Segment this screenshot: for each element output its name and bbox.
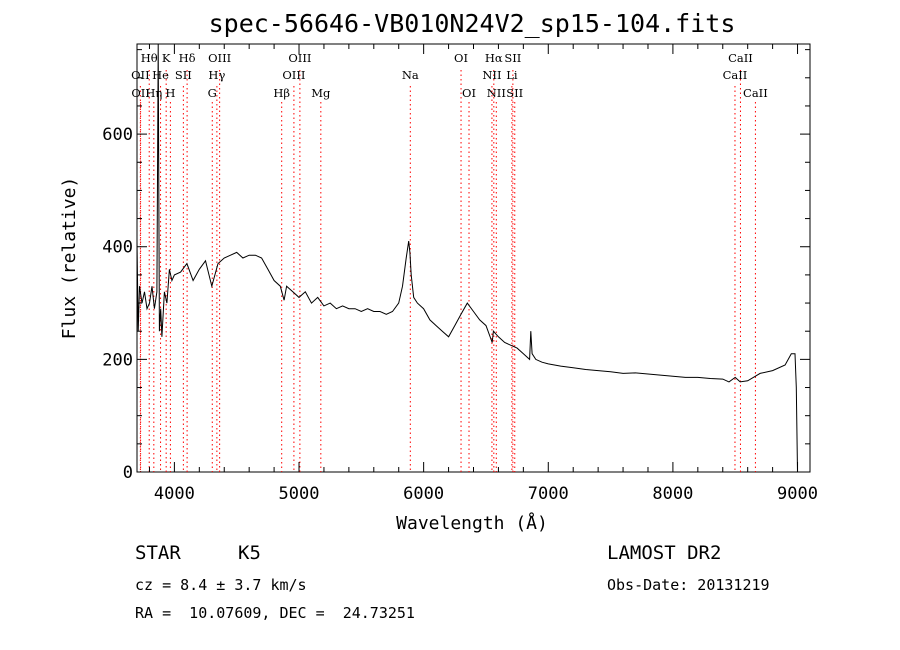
y-axis-label: Flux (relative) [59, 177, 80, 340]
spectral-line-label: Na [402, 68, 419, 82]
x-tick-label: 5000 [279, 484, 320, 504]
object-subclass: K5 [238, 542, 261, 564]
spectral-line-label: K [162, 51, 171, 65]
observation-date: Obs-Date: 20131219 [607, 576, 770, 594]
spectral-line-label: NII [487, 86, 506, 100]
axis-ticks: 4000 5000 6000 7000 8000 9000 0 200 400 600 [102, 44, 818, 504]
spectral-line-label: CaII [743, 86, 768, 100]
x-tick-label: 9000 [777, 484, 818, 504]
x-axis-label: Wavelength (Å) [396, 512, 548, 534]
plot-frame [136, 43, 811, 473]
spectral-line-label: Hα [485, 51, 503, 65]
spectral-line-label: Hβ [273, 86, 290, 100]
spectral-line-label: G [208, 86, 217, 100]
spectral-line-label: NII [482, 68, 501, 82]
spectral-line-label: Mg [311, 86, 331, 100]
x-tick-label: 4000 [154, 484, 195, 504]
object-class: STAR [135, 542, 181, 564]
spectral-line-label: SII [506, 86, 523, 100]
coordinates: RA = 10.07609, DEC = 24.73251 [135, 604, 415, 622]
spectral-line-label: OI [454, 51, 468, 65]
x-tick-label: 6000 [403, 484, 444, 504]
spectral-line-label: Hη [145, 86, 162, 100]
y-tick-label: 0 [123, 463, 133, 483]
spectral-line-label: OIII [288, 51, 311, 65]
y-tick-label: 600 [102, 125, 133, 145]
spectral-line-label: He [152, 68, 169, 82]
redshift-velocity: cz = 8.4 ± 3.7 km/s [135, 576, 307, 594]
line-marker-group [139, 70, 756, 472]
y-tick-label: 400 [102, 238, 133, 258]
spectral-line-label: SII [175, 68, 192, 82]
y-tick-label: 200 [102, 350, 133, 370]
spectral-line-label: Li [506, 68, 518, 82]
spectral-line-label: OIII [208, 51, 231, 65]
x-tick-label: 8000 [652, 484, 693, 504]
spectral-line-label: Hθ [141, 51, 158, 65]
spectral-line-label: Hδ [179, 51, 196, 65]
spectral-line-label: H [165, 86, 175, 100]
spectral-line-label: CaII [728, 51, 753, 65]
spectrum-line [136, 43, 798, 473]
spectral-line-label: OIII [282, 68, 305, 82]
x-tick-label: 7000 [528, 484, 569, 504]
spectral-line-label: CaII [723, 68, 748, 82]
spectral-line-label: Hγ [208, 68, 225, 82]
survey-name: LAMOST DR2 [607, 542, 722, 564]
spectral-line-label: OII [131, 68, 150, 82]
spectral-line-label: SII [504, 51, 521, 65]
spectral-line-label: OI [462, 86, 476, 100]
chart-title: spec-56646-VB010N24V2_sp15-104.fits [209, 9, 736, 38]
spectral-line-label: OII [131, 86, 150, 100]
